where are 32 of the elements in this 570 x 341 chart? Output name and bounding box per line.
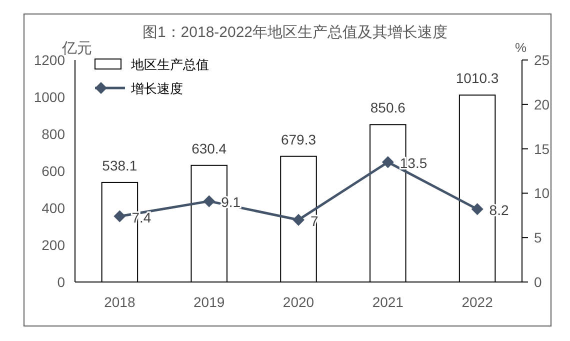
legend-label: 增长速度 [130, 81, 183, 96]
x-tick-label: 2022 [462, 294, 494, 310]
legend-label: 地区生产总值 [130, 57, 209, 72]
y2-tick-label: 15 [534, 140, 550, 157]
y-tick-label: 1000 [34, 89, 66, 105]
x-tick-label: 2021 [372, 294, 404, 310]
point [292, 214, 304, 226]
data-label: 850.6 [370, 100, 406, 116]
y2-tick-label: 10 [534, 185, 550, 202]
x-tick-label: 2018 [104, 294, 136, 310]
y2-tick-label: 5 [534, 230, 542, 246]
y-tick-label: 0 [57, 274, 66, 290]
data-label: 679.3 [280, 131, 316, 148]
chart-title: 图1：2018-2022年地区生产总值及其增长速度 [142, 24, 448, 41]
y-tick-label: 600 [42, 163, 66, 179]
point [382, 156, 394, 168]
y2-tick-label: 0 [534, 274, 542, 290]
y2-axis-title: % [515, 40, 527, 55]
x-tick-label: 2019 [194, 294, 225, 310]
y-tick-label: 1200 [34, 52, 66, 68]
y-tick-label: 800 [42, 126, 66, 142]
data-label: 1010.3 [456, 70, 499, 86]
y-tick-label: 400 [42, 200, 66, 216]
data-label: 630.4 [192, 140, 227, 156]
y2-tick-label: 25 [534, 52, 550, 68]
data-label: 538.1 [102, 157, 138, 174]
point [203, 195, 216, 208]
x-tick-label: 2020 [282, 294, 314, 310]
point [114, 210, 126, 222]
y2-tick-label: 20 [534, 96, 550, 112]
y-tick-label: 200 [42, 237, 66, 253]
point [471, 203, 484, 216]
